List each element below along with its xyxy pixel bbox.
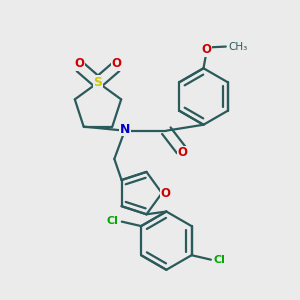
Text: S: S [94,76,103,89]
Text: O: O [75,57,85,70]
Text: N: N [119,123,130,136]
Text: O: O [111,57,122,70]
Text: Cl: Cl [107,216,119,226]
Text: O: O [178,146,188,160]
Text: O: O [202,43,212,56]
Text: O: O [161,187,171,200]
Text: Cl: Cl [214,255,226,265]
Text: CH₃: CH₃ [228,42,248,52]
